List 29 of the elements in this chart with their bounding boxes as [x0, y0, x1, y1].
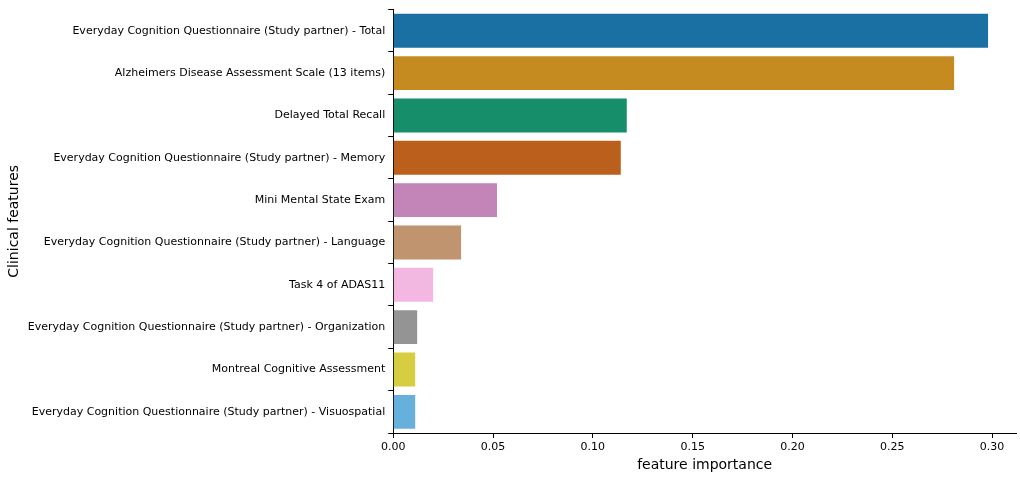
bar [393, 98, 627, 133]
x-tick-label: 0.05 [480, 440, 506, 454]
y-axis-title: Clinical features [5, 164, 22, 278]
bar [393, 56, 955, 91]
y-tick-label: Everyday Cognition Questionnaire (Study partner) - Visuospatial [31, 404, 386, 418]
y-tick-label: Task 4 of ADAS11 [288, 277, 386, 291]
x-tick-label: 0.25 [880, 440, 905, 454]
x-tick-label: 0.15 [680, 440, 705, 454]
x-tick-label: 0.00 [380, 440, 406, 454]
bar [393, 267, 434, 302]
bar [393, 13, 989, 48]
bar [393, 225, 462, 260]
y-tick-label: Mini Mental State Exam [254, 192, 386, 206]
y-tick-label: Delayed Total Recall [274, 108, 386, 122]
y-tick-label: Everyday Cognition Questionnaire (Study partner) - Total [72, 23, 386, 37]
y-tick-label: Alzheimers Disease Assessment Scale (13 items) [114, 65, 386, 79]
x-tick-label: 0.10 [580, 440, 606, 454]
x-tick-label: 0.20 [780, 440, 805, 454]
y-tick-label: Montreal Cognitive Assessment [211, 362, 386, 376]
bar [393, 140, 621, 175]
bar [393, 394, 416, 429]
bar [393, 352, 416, 387]
x-tick-label: 0.30 [979, 440, 1005, 454]
bar [393, 183, 498, 218]
y-tick-label: Everyday Cognition Questionnaire (Study partner) - Memory [53, 150, 386, 164]
y-tick-label: Everyday Cognition Questionnaire (Study partner) - Organization [27, 320, 386, 334]
x-axis-title: feature importance [637, 456, 773, 473]
y-tick-label: Everyday Cognition Questionnaire (Study partner) - Language [43, 235, 386, 249]
bar [393, 310, 418, 345]
